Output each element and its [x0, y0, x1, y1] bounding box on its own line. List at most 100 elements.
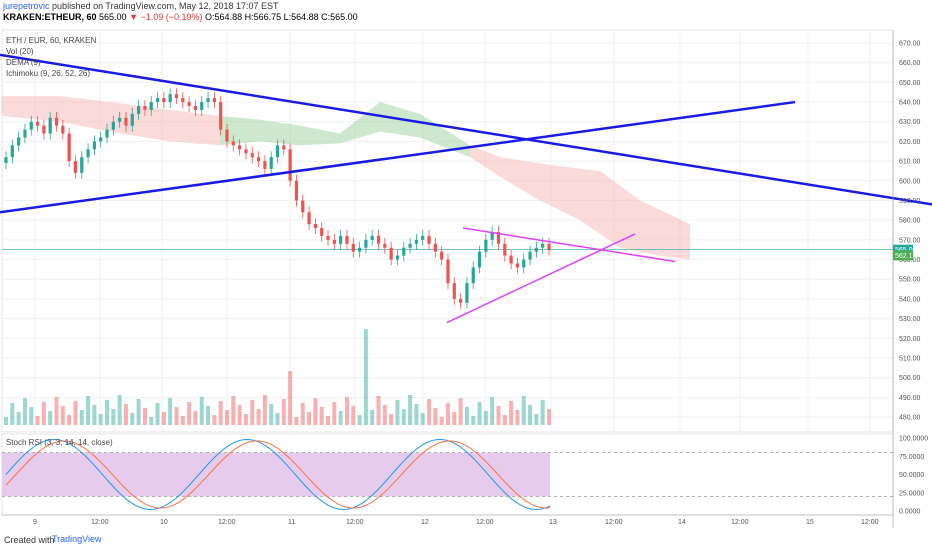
- volume-bar-35: [224, 410, 229, 425]
- volume-bar-58: [370, 410, 375, 425]
- volume-bar-34: [218, 401, 223, 425]
- ohlc-values: O:564.88 H:566.75 L:564.88 C:565.00: [205, 12, 358, 22]
- cloud-segment-2: [220, 102, 470, 158]
- time-tick-9: 12:00: [605, 519, 623, 526]
- volume-bar-56: [357, 415, 362, 425]
- volume-bar-79: [502, 415, 507, 425]
- volume-bar-39: [250, 400, 255, 425]
- candle-body-55: [351, 243, 355, 252]
- legend-ichimoku: Ichimoku (9, 26, 52, 26): [6, 69, 91, 78]
- price-tick-13: 540.00: [899, 296, 921, 303]
- volume-bar-85: [540, 400, 545, 425]
- time-tick-13: 12:00: [861, 519, 879, 526]
- volume-bar-11: [73, 401, 78, 425]
- candle-body-70: [446, 259, 450, 284]
- volume-bar-24: [155, 403, 160, 425]
- volume-bar-43: [275, 413, 280, 425]
- volume-bar-5: [35, 416, 40, 425]
- volume-bar-71: [452, 412, 457, 425]
- volume-bar-31: [199, 397, 204, 425]
- candle-body-53: [339, 235, 343, 244]
- candle-body-83: [528, 251, 532, 260]
- volume-bar-29: [187, 402, 192, 425]
- candle-body-36: [231, 141, 235, 146]
- created-with-text: Created with: [4, 535, 55, 545]
- volume-bar-21: [136, 399, 141, 425]
- volume-bar-75: [477, 402, 482, 425]
- volume-bar-84: [534, 414, 539, 425]
- volume-bar-8: [54, 397, 59, 425]
- volume-bar-46: [294, 417, 299, 425]
- candle-body-41: [263, 161, 267, 169]
- candle-body-6: [42, 125, 46, 134]
- volume-bar-76: [483, 411, 488, 425]
- tradingview-logo[interactable]: TradingView: [52, 534, 102, 544]
- volume-bar-3: [22, 398, 27, 425]
- volume-bar-2: [16, 412, 21, 425]
- time-tick-5: 12:00: [346, 519, 364, 526]
- volume-bar-36: [231, 396, 236, 425]
- volume-bar-14: [92, 405, 97, 425]
- candle-body-22: [143, 105, 147, 110]
- candle-body-2: [17, 137, 21, 146]
- price-tick-7: 600.00: [899, 178, 921, 185]
- candle-body-4: [29, 121, 33, 130]
- candle-body-78: [496, 231, 501, 244]
- price-tick-11: 560.00: [899, 257, 921, 264]
- candle-body-86: [547, 243, 551, 250]
- candle-body-68: [433, 243, 437, 252]
- author-link[interactable]: jurepetrovic: [3, 1, 50, 11]
- volume-bar-7: [48, 411, 53, 425]
- candle-body-21: [136, 105, 141, 114]
- volume-bar-82: [521, 396, 526, 425]
- volume-bar-23: [149, 417, 154, 425]
- volume-bar-52: [332, 402, 337, 425]
- candle-body-1: [10, 145, 14, 158]
- candle-body-57: [364, 239, 368, 248]
- time-tick-6: 12: [421, 519, 429, 526]
- volume-bar-44: [281, 399, 286, 425]
- candle-body-75: [477, 251, 482, 268]
- volume-bar-25: [161, 412, 166, 425]
- volume-bar-33: [212, 415, 217, 425]
- volume-bar-68: [433, 408, 438, 425]
- candle-body-81: [515, 263, 520, 268]
- candle-body-63: [402, 247, 406, 256]
- volume-bar-20: [130, 413, 135, 425]
- candle-body-72: [459, 298, 463, 303]
- candle-body-31: [200, 102, 204, 110]
- volume-bar-28: [180, 416, 185, 425]
- volume-bar-47: [300, 403, 305, 425]
- candle-body-54: [345, 235, 349, 244]
- volume-bar-77: [490, 397, 495, 425]
- volume-bar-13: [86, 396, 91, 425]
- volume-bar-81: [515, 410, 520, 425]
- volume-bar-48: [307, 412, 312, 425]
- candle-body-30: [193, 105, 198, 110]
- time-tick-3: 12:00: [218, 519, 236, 526]
- symbol-info: KRAKEN:ETHEUR, 60 565.00 ▼ −1.09 (−0.19%…: [3, 12, 358, 22]
- price-tick-3: 640.00: [899, 100, 921, 107]
- volume-bar-1: [10, 403, 15, 425]
- volume-bar-0: [4, 417, 8, 425]
- price-tick-2: 650.00: [899, 80, 921, 87]
- price-tick-16: 510.00: [899, 355, 921, 362]
- candle-body-40: [256, 157, 261, 162]
- volume-bar-50: [319, 407, 324, 425]
- candle-body-48: [307, 212, 311, 225]
- candle-body-18: [118, 117, 122, 122]
- price-tick-9: 580.00: [899, 218, 921, 225]
- candle-body-85: [541, 243, 545, 248]
- volume-bar-38: [243, 414, 248, 425]
- price-tick-10: 570.00: [899, 237, 921, 244]
- price-tick-15: 520.00: [899, 336, 921, 343]
- price-chart[interactable]: 100.0000 75.0000 50.0000 25.0000 0.0000 670.…: [0, 0, 932, 530]
- candle-body-26: [168, 94, 172, 103]
- volume-bar-19: [123, 404, 128, 425]
- candle-body-33: [212, 98, 216, 103]
- candle-body-80: [509, 255, 513, 264]
- time-tick-8: 13: [549, 519, 557, 526]
- volume-bar-9: [60, 406, 65, 425]
- candle-body-38: [244, 149, 248, 154]
- volume-bar-18: [117, 395, 122, 425]
